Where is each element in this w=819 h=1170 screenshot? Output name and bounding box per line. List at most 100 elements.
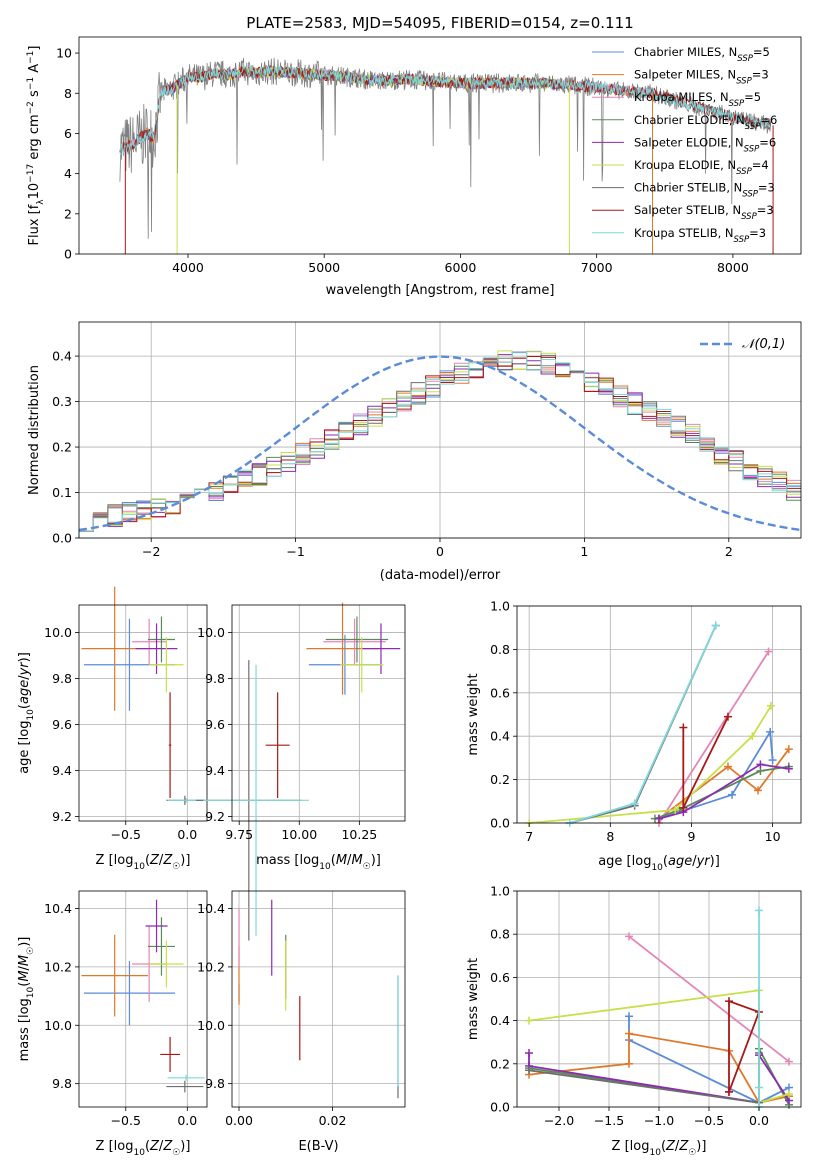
label-part: −17 <box>26 164 36 183</box>
legend-text: =5 <box>753 45 770 59</box>
mass-weight-line <box>658 651 770 824</box>
y-tick-label: 9.4 <box>205 763 225 778</box>
label-part: 10 <box>649 1148 661 1158</box>
x-axis-label: Z [log10(Z/Z☉)] <box>612 1139 707 1158</box>
mass-weight-vs-metallicity-plot: −2.0 −1.5 −1.0 −0.5 0.0 0.0 0.2 0.4 0.6 0.8 1.0 Z [… <box>466 884 802 1158</box>
legend-subscript: SSP <box>734 235 750 245</box>
y-tick-label: 9.8 <box>52 1076 72 1091</box>
x-tick-label: −1.5 <box>594 1113 624 1128</box>
y-tick-label: 2 <box>64 206 72 221</box>
figure-title: PLATE=2583, MJD=54095, FIBERID=0154, z=0… <box>246 14 633 32</box>
legend-subscript: SSP <box>744 144 760 154</box>
x-tick-label: 6000 <box>445 260 477 275</box>
axes-frame <box>78 604 208 822</box>
label-part: age <box>17 680 32 704</box>
mass-weight-line <box>682 716 729 809</box>
legend-text: Chabrier STELIB, N <box>634 181 742 195</box>
legend-text: Salpeter STELIB, N <box>634 203 741 217</box>
legend-text: Kroupa MILES, N <box>634 90 729 104</box>
label-part: Z <box>149 853 160 868</box>
legend-entry: Salpeter ELODIE, NSSP=6 <box>634 135 776 154</box>
legend-text: =6 <box>759 135 776 149</box>
y-tick-label: 6 <box>64 126 72 141</box>
y-tick-label: 0.1 <box>52 485 72 500</box>
y-axis-label: mass weight <box>466 958 481 1040</box>
label-part: mass [log <box>17 998 32 1061</box>
residual-histogram-step <box>78 352 801 538</box>
label-part: Z <box>665 1139 676 1154</box>
y-tick-label: 8 <box>64 86 72 101</box>
mass-weight-line <box>628 1016 790 1104</box>
label-part: )] <box>17 652 32 662</box>
label-part: )] <box>696 1139 706 1154</box>
legend-text: Salpeter MILES, N <box>634 68 736 82</box>
y-tick-label: 10.0 <box>44 1018 72 1033</box>
mass-vs-metallicity-plot: −0.5 0.09.810.010.210.4Z [log10(Z/Z☉)]mas… <box>17 890 208 1158</box>
axes-frame <box>516 890 802 1108</box>
mass-weight-line <box>658 729 774 820</box>
label-part: ( <box>145 1139 150 1154</box>
label-part: age <box>668 854 692 869</box>
y-axis-label: Normed distribution <box>27 365 42 495</box>
x-axis-label: E(B-V) <box>298 1139 338 1154</box>
label-part: / <box>17 675 32 680</box>
x-tick-label: 0.02 <box>319 1113 347 1128</box>
legend-text: =5 <box>744 90 761 104</box>
x-tick-label: −1.0 <box>644 1113 674 1128</box>
axes-frame <box>78 321 802 539</box>
spectrum-plot: 4000 5000 6000 7000 8000 0 2 4 6 8 10 wavelength [A… <box>26 36 802 298</box>
y-tick-label: 0.0 <box>490 1100 510 1115</box>
model-spectrum-line <box>119 65 771 156</box>
plot-area <box>78 350 802 538</box>
y-tick-label: 10.0 <box>44 625 72 640</box>
label-part: / <box>17 965 32 970</box>
label-part: )] <box>371 853 381 868</box>
legend-text: =3 <box>749 226 766 240</box>
x-tick-label: 0.00 <box>225 1113 253 1128</box>
label-part: Z [log <box>612 1139 650 1154</box>
x-tick-label: 9 <box>687 829 695 844</box>
x-tick-label: −2 <box>142 544 160 559</box>
x-tick-label: −0.5 <box>111 1113 141 1128</box>
x-tick-label: 0.0 <box>749 1113 769 1128</box>
label-part: ( <box>331 853 336 868</box>
axes-frame <box>78 36 802 255</box>
label-part: ( <box>661 1139 666 1154</box>
label-part: yr <box>17 661 32 677</box>
label-part: ☉ <box>363 862 371 872</box>
y-tick-label: 0.2 <box>490 772 510 787</box>
label-part: / <box>159 1139 164 1154</box>
legend-entry: Kroupa ELODIE, NSSP=4 <box>634 158 769 177</box>
y-tick-label: 9.8 <box>52 671 72 686</box>
x-tick-label: 4000 <box>172 260 204 275</box>
axes-frame <box>231 604 406 822</box>
legend-subscript: SSP <box>736 167 752 177</box>
legend-subscript: SSP <box>741 212 757 222</box>
plot-area <box>238 899 399 1099</box>
x-axis-label: age [log10(age/yr)] <box>598 854 720 873</box>
label-part: Flux [f <box>27 204 42 245</box>
y-axis-label: Flux [fλ10−17 erg cm−2 s−1 A−1] <box>26 46 46 246</box>
x-tick-label: 8000 <box>717 260 749 275</box>
label-part: ☉ <box>688 1148 696 1158</box>
plot-area <box>525 906 793 1111</box>
x-tick-label: 1 <box>580 544 588 559</box>
x-tick-label: 0.0 <box>177 827 197 842</box>
y-axis-label: age [log10(age/yr)] <box>17 652 36 774</box>
gaussian-reference-curve <box>78 355 802 532</box>
x-axis-label: wavelength [Angstrom, rest frame] <box>326 283 555 298</box>
legend-entry: Kroupa MILES, NSSP=5 <box>634 90 761 109</box>
y-tick-label: 0.4 <box>490 729 510 744</box>
label-part: age [log <box>598 854 651 869</box>
label-part: yr <box>696 854 712 869</box>
label-part: Z <box>162 1139 173 1154</box>
label-part: / <box>692 854 697 869</box>
label-part: ( <box>145 853 150 868</box>
label-part: 10 <box>651 863 663 873</box>
label-part: 10 <box>26 986 36 998</box>
y-tick-label: 10.4 <box>44 901 72 916</box>
legend-text: Kroupa ELODIE, N <box>634 158 736 172</box>
legend-entry: Salpeter MILES, NSSP=3 <box>634 68 769 87</box>
y-tick-label: 0.4 <box>52 349 72 364</box>
